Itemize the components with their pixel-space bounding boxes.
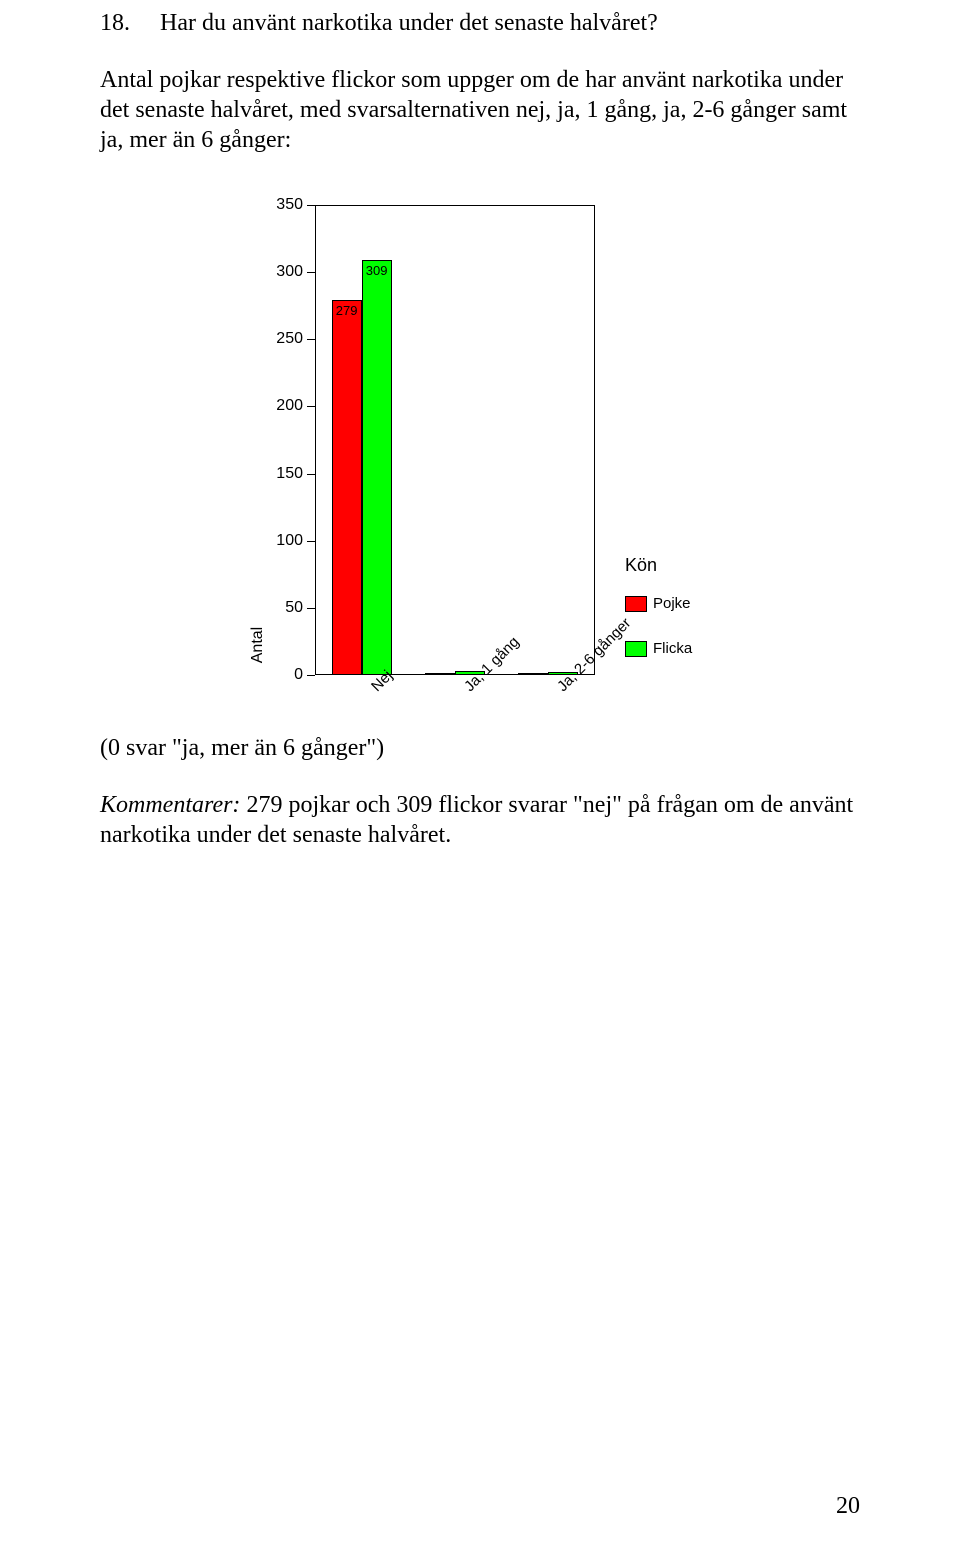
question-text: Har du använt narkotika under det senast… xyxy=(160,10,658,37)
legend-label: Flicka xyxy=(653,640,692,657)
intro-text: Antal pojkar respektive flickor som uppg… xyxy=(100,65,860,155)
chart-note: (0 svar "ja, mer än 6 gånger") xyxy=(100,735,860,762)
legend-item: Pojke xyxy=(625,595,691,612)
y-tick-label: 350 xyxy=(245,197,303,213)
y-tick-label: 0 xyxy=(245,667,303,683)
bar-flicka-0: 309 xyxy=(362,260,392,675)
y-tick-label: 200 xyxy=(245,398,303,414)
bar-chart: 050100150200250300350Antal279309NejJa, 1… xyxy=(245,205,715,705)
y-axis-title: Antal xyxy=(249,627,267,663)
bar-pojke-0: 279 xyxy=(332,300,362,675)
legend-swatch xyxy=(625,596,647,612)
y-tick-label: 50 xyxy=(245,600,303,616)
comment-label: Kommentarer: xyxy=(100,792,240,818)
question-number: 18. xyxy=(100,10,160,37)
bar-pojke-1 xyxy=(425,673,455,675)
question-heading: 18. Har du använt narkotika under det se… xyxy=(100,10,860,37)
legend-item: Flicka xyxy=(625,640,692,657)
legend-swatch xyxy=(625,641,647,657)
page-number: 20 xyxy=(836,1493,860,1520)
legend-title: Kön xyxy=(625,555,657,576)
bar-value-label: 309 xyxy=(363,263,391,278)
y-tick-label: 150 xyxy=(245,466,303,482)
y-tick-label: 300 xyxy=(245,264,303,280)
comment-block: Kommentarer: 279 pojkar och 309 flickor … xyxy=(100,790,860,850)
y-tick-label: 100 xyxy=(245,533,303,549)
bar-pojke-2 xyxy=(518,673,548,675)
bar-value-label: 279 xyxy=(333,303,361,318)
y-tick-label: 250 xyxy=(245,331,303,347)
legend-label: Pojke xyxy=(653,595,691,612)
